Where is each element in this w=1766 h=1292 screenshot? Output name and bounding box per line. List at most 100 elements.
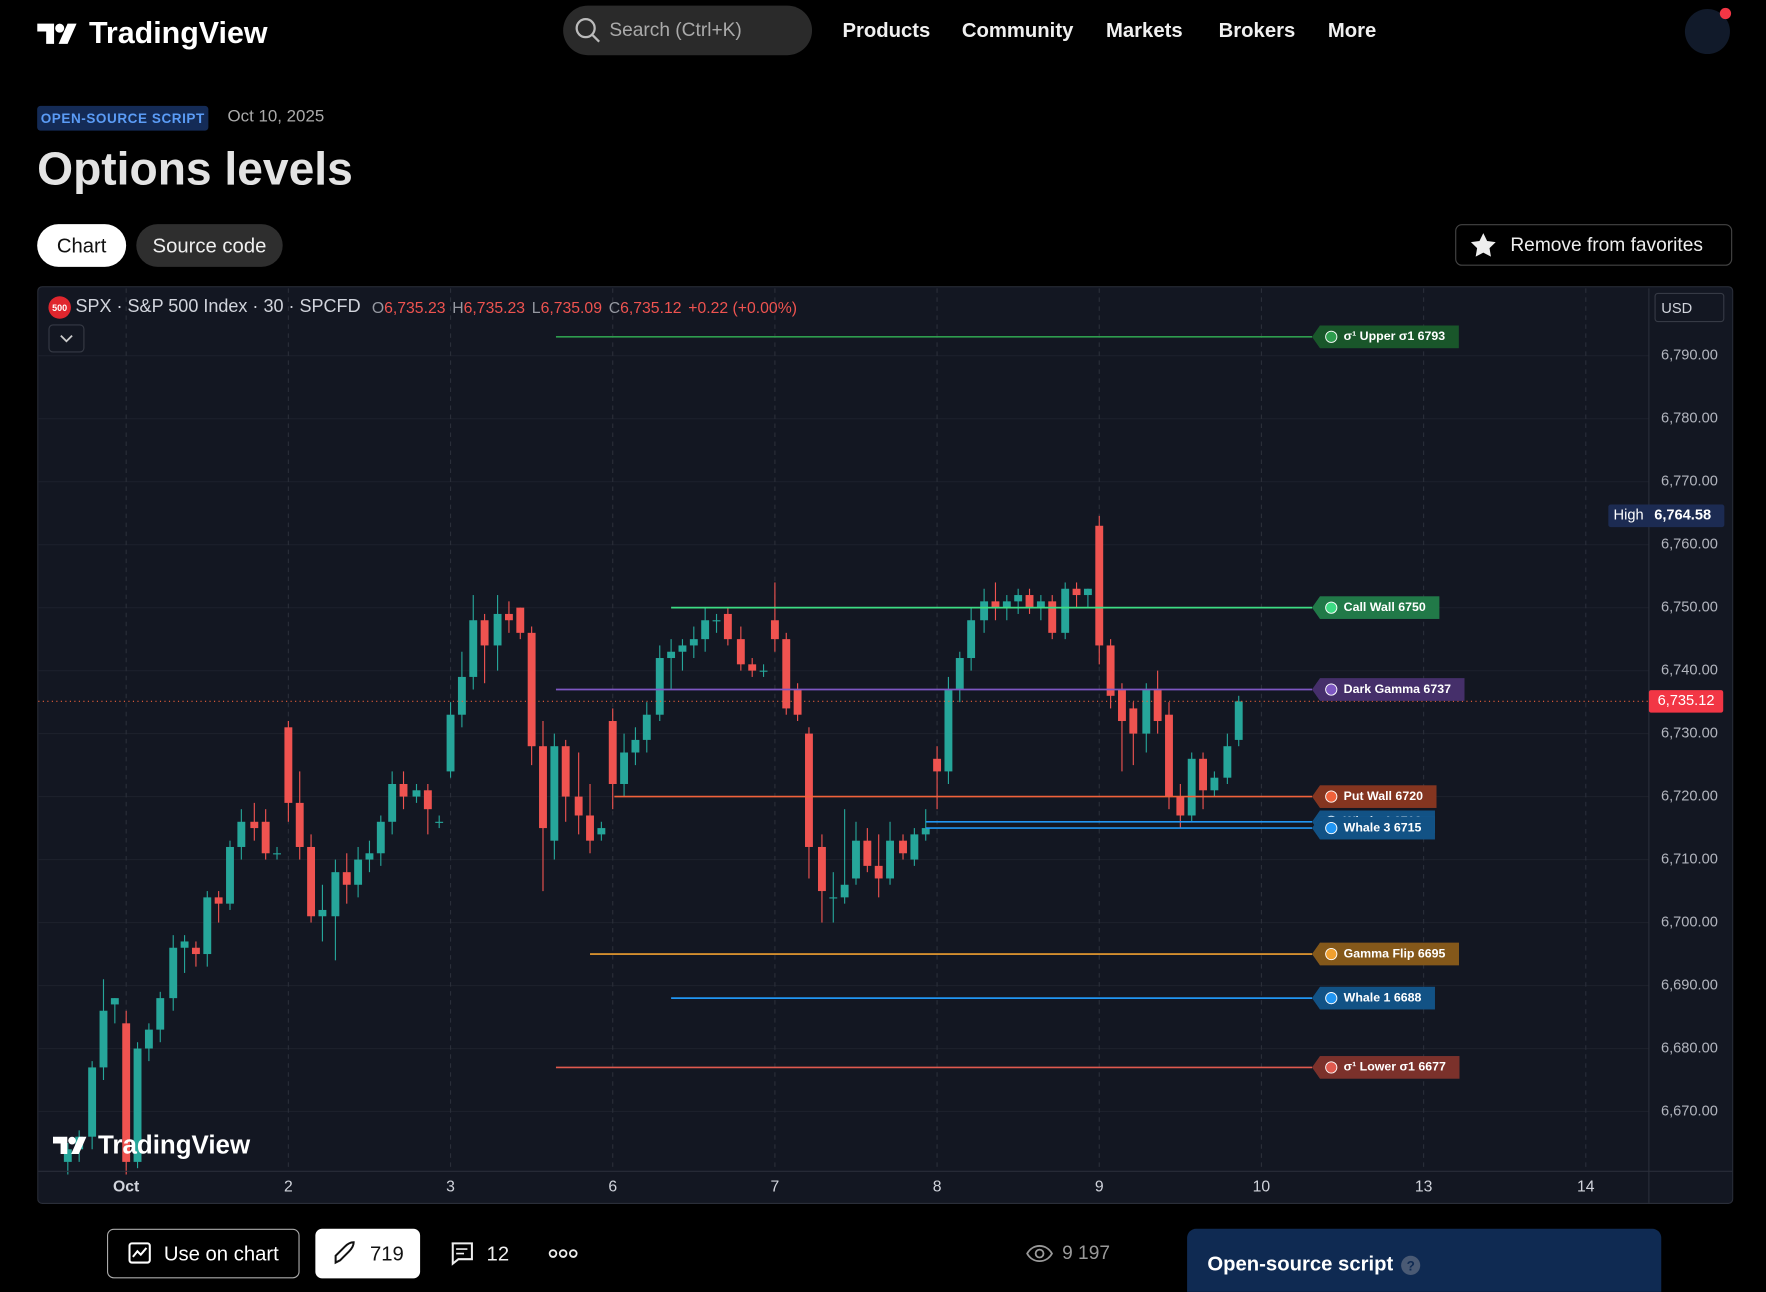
candle-body	[642, 714, 651, 740]
level-label: Whale 1 6688	[1312, 986, 1435, 1010]
candle-body	[723, 613, 732, 640]
candle-body	[991, 601, 1000, 608]
search-icon	[575, 18, 600, 43]
candle-body	[655, 658, 664, 715]
level-label-shade	[1312, 986, 1435, 1010]
y-tick-label: 6,760.00	[1661, 537, 1718, 553]
y-tick-label: 6,700.00	[1661, 914, 1718, 930]
level-label-box	[1312, 678, 1465, 701]
candle-body	[852, 840, 860, 879]
candle-body	[1129, 708, 1138, 734]
candle-body	[412, 790, 421, 797]
comments[interactable]: 12	[448, 1240, 509, 1267]
use-on-chart-button[interactable]: Use on chart	[106, 1228, 300, 1279]
candle-body	[736, 639, 745, 665]
candle-body	[701, 620, 710, 640]
level-label: Gamma Flip 6695	[1312, 942, 1459, 966]
avatar[interactable]	[1683, 6, 1737, 58]
candle-body	[250, 821, 259, 829]
candle-body	[122, 1023, 131, 1162]
level-label: Dark Gamma 6737	[1312, 678, 1465, 701]
candle-body	[237, 821, 246, 847]
level-label: σ¹ Upper σ1 6793	[1312, 325, 1459, 349]
candle-body	[817, 846, 826, 892]
badge: OPEN-SOURCE SCRIPT	[37, 105, 209, 131]
level-label-shade	[1312, 1056, 1460, 1079]
candle-body	[770, 620, 779, 640]
candle-body	[399, 783, 408, 797]
candle-body	[1106, 645, 1115, 696]
candle-body	[678, 645, 687, 652]
level-label-text: Whale 3 6715	[1344, 820, 1422, 834]
boost-button[interactable]: 719	[315, 1228, 421, 1279]
candle-body	[1048, 601, 1057, 633]
candle-body	[1014, 595, 1023, 602]
level-label-box	[1312, 986, 1435, 1010]
candle-body	[967, 620, 976, 659]
candle-body	[748, 664, 757, 671]
tab[interactable]: Chart	[37, 224, 127, 267]
candle-body	[457, 676, 466, 715]
candle-body	[667, 651, 676, 659]
ohlc-key: H	[452, 298, 464, 317]
x-tick-label: 13	[1415, 1178, 1433, 1195]
tab[interactable]: Source code	[136, 224, 283, 267]
candle-body	[608, 721, 617, 784]
level-label-box	[1312, 816, 1435, 840]
y-tick-label: 6,790.00	[1661, 348, 1718, 364]
nav-item[interactable]: Markets	[1106, 19, 1183, 42]
candle-body	[1153, 689, 1162, 722]
candle-body	[574, 796, 583, 816]
level-label-text: Whale 1 6688	[1344, 990, 1422, 1004]
candle-body	[1118, 689, 1126, 722]
candle-body	[620, 752, 629, 784]
search-box[interactable]: Search (Ctrl+K)	[563, 5, 813, 56]
candle-body	[1210, 777, 1219, 791]
level-icon	[1325, 947, 1338, 961]
level-label-text: Gamma Flip 6695	[1344, 946, 1446, 960]
level-label-box	[1312, 325, 1459, 349]
legend: 500 SPX · S&P 500 Index · 30 · SPCFD O 6,…	[48, 296, 797, 319]
level-label-shade	[1312, 816, 1435, 840]
y-tick-label: 6,750.00	[1661, 600, 1718, 616]
help-icon[interactable]: ?	[1401, 1255, 1421, 1275]
nav-item[interactable]: Community	[961, 19, 1074, 42]
candle-body	[782, 639, 791, 709]
level-label-box	[1312, 942, 1459, 966]
candle-body	[469, 620, 478, 677]
rocket-icon	[335, 1241, 356, 1265]
candle-body	[435, 821, 444, 823]
x-tick-label: 10	[1253, 1178, 1271, 1195]
panel-title: Open-source script	[1207, 1252, 1394, 1275]
candle-body	[1199, 758, 1207, 791]
level-label-box	[1312, 785, 1437, 808]
nav-item[interactable]: More	[1327, 19, 1377, 42]
views: 9 197	[1026, 1242, 1110, 1265]
favorite-button[interactable]: Remove from favorites	[1455, 224, 1733, 266]
candle-body	[910, 834, 919, 860]
y-tick-label: 6,710.00	[1661, 851, 1718, 867]
nav-item[interactable]: Products	[842, 19, 931, 42]
level-label-shade	[1312, 325, 1459, 349]
nav-item[interactable]: Brokers	[1218, 19, 1296, 42]
watermark-icon	[52, 1136, 87, 1154]
candle-body	[597, 828, 606, 835]
more-icon[interactable]	[548, 1246, 578, 1262]
collapse-button[interactable]	[48, 324, 85, 353]
logo-icon	[37, 23, 77, 44]
currency[interactable]: USD	[1654, 292, 1725, 323]
chart-frame	[37, 286, 1734, 1204]
comment-icon	[451, 1242, 473, 1266]
candle-body	[874, 865, 883, 879]
info-panel: Open-source script ?	[1187, 1228, 1662, 1292]
candle-body	[793, 689, 802, 715]
candle-body	[88, 1067, 97, 1137]
candle-body	[144, 1029, 153, 1049]
candle-body	[180, 941, 189, 948]
title: Options levels	[37, 143, 353, 195]
candle-body	[307, 846, 316, 917]
brand[interactable]: TradingView	[37, 16, 268, 51]
y-tick-label: 6,770.00	[1661, 474, 1718, 490]
x-tick-label: 6	[608, 1178, 617, 1195]
level-label-shade	[1312, 596, 1440, 619]
